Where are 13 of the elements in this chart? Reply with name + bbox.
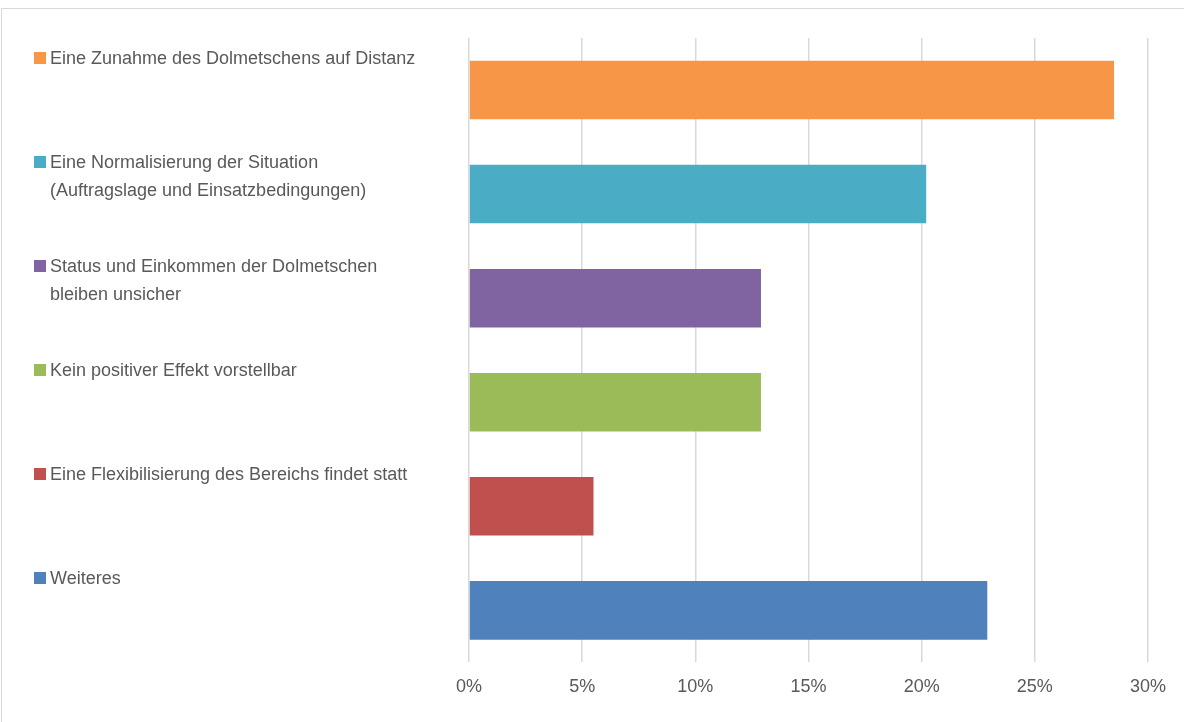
legend-label: Eine Zunahme des Dolmetschens auf Distanz <box>50 47 416 71</box>
x-tick-label: 10% <box>677 676 714 697</box>
legend-label: Eine Flexibilisierung des Bereichs findet statt <box>50 463 408 487</box>
legend-label: Weiteres <box>50 567 121 591</box>
x-tick-label: 25% <box>1016 676 1053 697</box>
x-tick-label: 0% <box>455 676 483 697</box>
x-tick-label: 20% <box>903 676 940 697</box>
legend-label: Status und Einkommen der Dolmetschen bleiben unsicher <box>50 255 379 307</box>
legend-label: Eine Normalisierung der Situation (Auftragslage und Einsatzbedingungen) <box>50 151 368 203</box>
x-tick-label: 5% <box>569 676 596 697</box>
x-tick-label: 30% <box>1129 676 1167 697</box>
legend-label: Kein positiver Effekt vorstellbar <box>50 359 297 383</box>
x-tick-label: 15% <box>790 676 827 697</box>
